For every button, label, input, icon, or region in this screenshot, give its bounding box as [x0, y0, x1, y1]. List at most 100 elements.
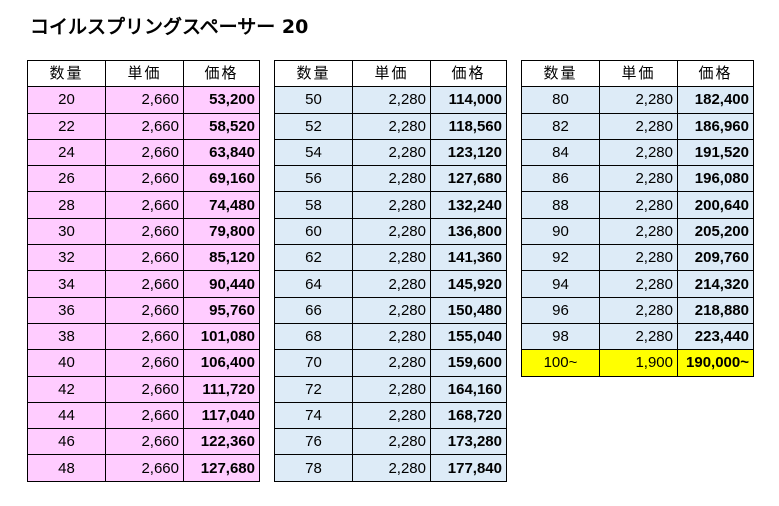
unit-price-cell: 2,280 [352, 270, 431, 298]
table-row: 84 2,280 191,520 [521, 138, 754, 167]
price-cell: 155,040 [430, 322, 507, 351]
table-row: 62 2,280 141,360 [274, 244, 507, 272]
table-row: 28 2,660 74,480 [27, 191, 260, 219]
price-cell: 118,560 [430, 112, 507, 140]
unit-price-cell: 2,280 [352, 322, 431, 351]
qty-cell: 46 [27, 428, 106, 456]
price-cell: 205,200 [677, 217, 754, 246]
price-cell: 141,360 [430, 244, 507, 272]
unit-price-cell: 2,280 [352, 296, 431, 324]
unit-price-cell: 2,660 [105, 296, 184, 324]
unit-price-cell: 2,280 [599, 322, 678, 351]
price-cell: 111,720 [183, 375, 260, 403]
qty-cell: 62 [274, 244, 353, 272]
price-cell: 69,160 [183, 165, 260, 193]
unit-price-cell: 2,280 [599, 191, 678, 219]
unit-price-header: 単価 [105, 59, 184, 88]
price-cell: 214,320 [677, 270, 754, 298]
price-cell: 123,120 [430, 138, 507, 167]
qty-cell: 86 [521, 165, 600, 193]
price-cell: 190,000~ [677, 349, 754, 377]
price-cell: 173,280 [430, 428, 507, 456]
price-cell: 101,080 [183, 322, 260, 351]
unit-price-cell: 2,280 [599, 270, 678, 298]
table-row: 34 2,660 90,440 [27, 270, 260, 298]
unit-price-cell: 2,660 [105, 217, 184, 246]
unit-price-cell: 2,280 [352, 454, 431, 482]
qty-cell: 34 [27, 270, 106, 298]
unit-price-cell: 2,660 [105, 112, 184, 140]
unit-price-cell: 2,280 [352, 191, 431, 219]
price-cell: 122,360 [183, 428, 260, 456]
price-table-1: 数量 単価 価格 20 2,660 53,200 22 2,660 58,520 24 2,6… [27, 59, 260, 482]
unit-price-cell: 2,280 [352, 112, 431, 140]
unit-price-cell: 2,280 [599, 244, 678, 272]
qty-cell: 84 [521, 138, 600, 167]
price-cell: 132,240 [430, 191, 507, 219]
unit-price-cell: 2,280 [599, 296, 678, 324]
price-cell: 209,760 [677, 244, 754, 272]
qty-cell: 88 [521, 191, 600, 219]
table-row: 66 2,280 150,480 [274, 296, 507, 324]
price-cell: 114,000 [430, 86, 507, 114]
qty-cell: 78 [274, 454, 353, 482]
table-row: 30 2,660 79,800 [27, 217, 260, 246]
qty-cell: 80 [521, 86, 600, 114]
price-cell: 58,520 [183, 112, 260, 140]
highlight-row: 100~ 1,900 190,000~ [521, 349, 754, 377]
table-row: 42 2,660 111,720 [27, 375, 260, 403]
unit-price-cell: 2,280 [352, 217, 431, 246]
price-cell: 95,760 [183, 296, 260, 324]
table-row: 36 2,660 95,760 [27, 296, 260, 324]
table-row: 86 2,280 196,080 [521, 165, 754, 193]
table-row: 96 2,280 218,880 [521, 296, 754, 324]
price-cell: 127,680 [430, 165, 507, 193]
unit-price-cell: 2,660 [105, 138, 184, 167]
unit-price-cell: 2,660 [105, 165, 184, 193]
qty-cell: 82 [521, 112, 600, 140]
price-cell: 63,840 [183, 138, 260, 167]
unit-price-cell: 2,280 [599, 112, 678, 140]
table-row: 74 2,280 168,720 [274, 401, 507, 430]
qty-cell: 52 [274, 112, 353, 140]
header-row: 数量 単価 価格 [274, 59, 507, 88]
price-cell: 74,480 [183, 191, 260, 219]
price-cell: 127,680 [183, 454, 260, 482]
price-cell: 150,480 [430, 296, 507, 324]
unit-price-cell: 2,660 [105, 401, 184, 430]
qty-cell: 54 [274, 138, 353, 167]
qty-cell: 26 [27, 165, 106, 193]
table-row: 44 2,660 117,040 [27, 401, 260, 430]
table-row: 98 2,280 223,440 [521, 322, 754, 351]
unit-price-cell: 2,280 [599, 165, 678, 193]
price-header: 価格 [183, 59, 260, 88]
table-row: 38 2,660 101,080 [27, 322, 260, 351]
price-cell: 136,800 [430, 217, 507, 246]
table-row: 94 2,280 214,320 [521, 270, 754, 298]
table-row: 60 2,280 136,800 [274, 217, 507, 246]
header-row: 数量 単価 価格 [27, 59, 260, 88]
price-cell: 90,440 [183, 270, 260, 298]
table-row: 82 2,280 186,960 [521, 112, 754, 140]
price-cell: 117,040 [183, 401, 260, 430]
qty-cell: 42 [27, 375, 106, 403]
price-cell: 218,880 [677, 296, 754, 324]
table-row: 52 2,280 118,560 [274, 112, 507, 140]
table-row: 22 2,660 58,520 [27, 112, 260, 140]
price-cell: 223,440 [677, 322, 754, 351]
unit-price-cell: 2,660 [105, 191, 184, 219]
table-row: 24 2,660 63,840 [27, 138, 260, 167]
unit-price-cell: 2,280 [352, 165, 431, 193]
table-row: 48 2,660 127,680 [27, 454, 260, 482]
qty-cell: 30 [27, 217, 106, 246]
qty-cell: 28 [27, 191, 106, 219]
qty-cell: 98 [521, 322, 600, 351]
table-row: 32 2,660 85,120 [27, 244, 260, 272]
qty-cell: 40 [27, 349, 106, 377]
header-row: 数量 単価 価格 [521, 59, 754, 88]
unit-price-cell: 2,280 [352, 138, 431, 167]
unit-price-cell: 2,280 [352, 244, 431, 272]
price-cell: 145,920 [430, 270, 507, 298]
table-row: 56 2,280 127,680 [274, 165, 507, 193]
qty-cell: 38 [27, 322, 106, 351]
